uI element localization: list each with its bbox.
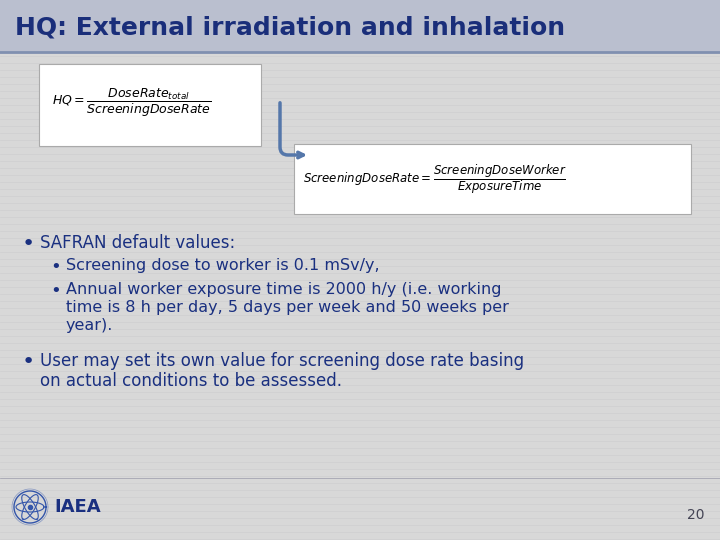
Text: time is 8 h per day, 5 days per week and 50 weeks per: time is 8 h per day, 5 days per week and… — [66, 300, 509, 315]
Text: SAFRAN default values:: SAFRAN default values: — [40, 234, 235, 252]
Bar — [0, 0, 720, 52]
FancyBboxPatch shape — [294, 144, 691, 214]
Text: $\mathit{HQ} = \dfrac{\mathit{DoseRate}_{\mathit{total}}}{\mathit{ScreeningDoseR: $\mathit{HQ} = \dfrac{\mathit{DoseRate}_… — [52, 87, 212, 119]
Text: User may set its own value for screening dose rate basing: User may set its own value for screening… — [40, 352, 524, 370]
Text: on actual conditions to be assessed.: on actual conditions to be assessed. — [40, 372, 342, 390]
Text: Annual worker exposure time is 2000 h/y (i.e. working: Annual worker exposure time is 2000 h/y … — [66, 282, 502, 297]
Text: Screening dose to worker is 0.1 mSv/y,: Screening dose to worker is 0.1 mSv/y, — [66, 258, 379, 273]
Text: HQ: External irradiation and inhalation: HQ: External irradiation and inhalation — [15, 15, 565, 39]
Text: •: • — [50, 258, 60, 276]
FancyBboxPatch shape — [39, 64, 261, 146]
Text: •: • — [50, 282, 60, 300]
Text: $\mathit{ScreeningDoseRate} = \dfrac{\mathit{ScreeningDoseWorker}}{\mathit{Expos: $\mathit{ScreeningDoseRate} = \dfrac{\ma… — [303, 162, 567, 196]
Text: •: • — [22, 352, 35, 372]
Text: •: • — [22, 234, 35, 254]
Text: 20: 20 — [688, 508, 705, 522]
Text: IAEA: IAEA — [54, 498, 101, 516]
Text: year).: year). — [66, 318, 113, 333]
